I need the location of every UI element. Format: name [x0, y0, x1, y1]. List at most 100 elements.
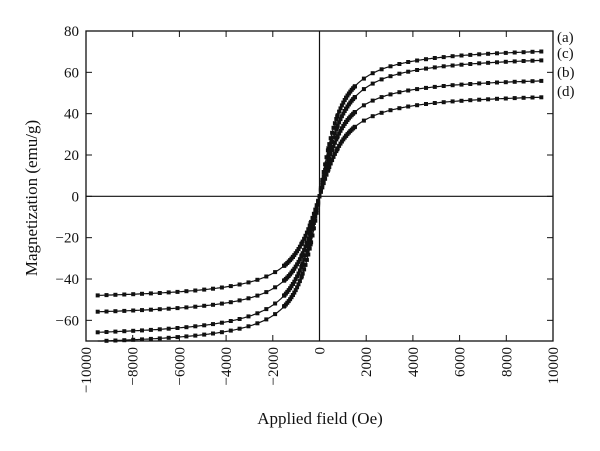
data-point — [503, 59, 508, 64]
data-point — [308, 242, 313, 247]
y-axis-ticks: −60 −40 −20 0 20 40 60 80 — [56, 24, 553, 329]
data-point — [302, 267, 307, 272]
y-tick-label: −60 — [56, 313, 79, 329]
data-point — [148, 307, 153, 312]
data-point — [321, 181, 326, 186]
data-point — [175, 306, 180, 311]
data-point — [184, 289, 189, 294]
data-point — [122, 329, 127, 334]
data-point — [166, 306, 171, 311]
data-point — [289, 284, 294, 289]
data-point — [331, 135, 336, 140]
data-point — [184, 325, 189, 330]
data-point — [459, 82, 464, 87]
data-point — [388, 74, 393, 79]
data-point — [307, 246, 312, 251]
data-point — [397, 90, 402, 95]
data-point — [486, 51, 491, 56]
data-point — [303, 253, 308, 258]
data-point — [219, 301, 224, 306]
data-point — [316, 198, 321, 203]
data-point — [309, 227, 314, 232]
data-point — [296, 259, 301, 264]
data-point — [450, 63, 455, 68]
data-point — [327, 142, 332, 147]
data-point — [311, 211, 316, 216]
y-tick-label: 0 — [72, 189, 80, 205]
data-point — [264, 290, 269, 295]
data-point — [503, 80, 508, 85]
series-d — [95, 95, 544, 298]
x-tick-label: 10000 — [546, 347, 562, 385]
data-point — [296, 247, 301, 251]
data-point — [432, 56, 437, 60]
x-tick-label: −10000 — [79, 347, 95, 393]
data-point — [459, 53, 464, 58]
data-point — [337, 131, 342, 136]
data-point — [193, 288, 198, 293]
data-point — [327, 156, 332, 161]
y-axis-label: Magnetization (emu/g) — [22, 120, 41, 276]
data-point — [148, 291, 153, 296]
data-point — [228, 300, 233, 305]
data-point — [352, 84, 357, 89]
data-point — [335, 123, 340, 128]
data-point — [306, 243, 311, 248]
x-tick-label: −4000 — [219, 347, 235, 385]
data-point — [310, 215, 315, 220]
data-point — [388, 108, 393, 113]
data-point — [328, 161, 333, 166]
data-point — [307, 238, 312, 243]
data-point — [330, 148, 335, 153]
data-point — [337, 109, 342, 114]
data-point — [325, 168, 330, 173]
series-label-d: (d) — [557, 84, 575, 100]
data-point — [339, 139, 344, 144]
data-point — [140, 291, 144, 296]
data-point — [295, 285, 300, 290]
data-point — [175, 289, 180, 294]
data-point — [328, 136, 333, 141]
data-point — [334, 137, 339, 142]
data-point — [352, 95, 357, 100]
data-point — [184, 305, 189, 310]
data-point — [521, 95, 526, 100]
data-point — [468, 82, 473, 86]
series-labels: (a)(c) (b) (d) — [557, 30, 575, 100]
data-point — [450, 99, 455, 104]
series-label-c: (c) — [557, 46, 574, 62]
data-point — [304, 240, 309, 245]
data-point — [184, 334, 189, 339]
data-point — [122, 308, 127, 313]
data-point — [113, 329, 118, 334]
y-tick-label: 60 — [64, 65, 79, 81]
data-point — [486, 97, 491, 102]
x-tick-label: −6000 — [172, 347, 188, 385]
data-point — [202, 323, 207, 328]
data-point — [503, 96, 508, 101]
y-tick-label: −20 — [56, 231, 79, 247]
data-point — [330, 130, 335, 135]
data-point — [302, 236, 307, 241]
data-point — [486, 81, 491, 85]
data-point — [388, 64, 393, 69]
data-point — [113, 309, 118, 314]
x-axis-ticks: −10000 −8000 −6000 −4000 −2000 0 2000 4000 6000 8… — [79, 31, 562, 393]
data-point — [441, 100, 446, 105]
data-point — [334, 149, 339, 154]
series-b — [95, 78, 544, 314]
data-point — [361, 118, 366, 123]
data-point — [297, 244, 302, 249]
data-point — [131, 328, 136, 333]
data-point — [432, 84, 437, 89]
data-point — [338, 128, 343, 133]
data-point — [424, 57, 428, 62]
data-point — [477, 97, 482, 102]
data-point — [292, 279, 297, 284]
series-label-b: (b) — [557, 65, 575, 81]
data-point — [228, 284, 233, 289]
data-point — [211, 286, 215, 291]
data-point — [313, 207, 318, 212]
data-point — [450, 54, 455, 59]
data-point — [379, 95, 384, 100]
